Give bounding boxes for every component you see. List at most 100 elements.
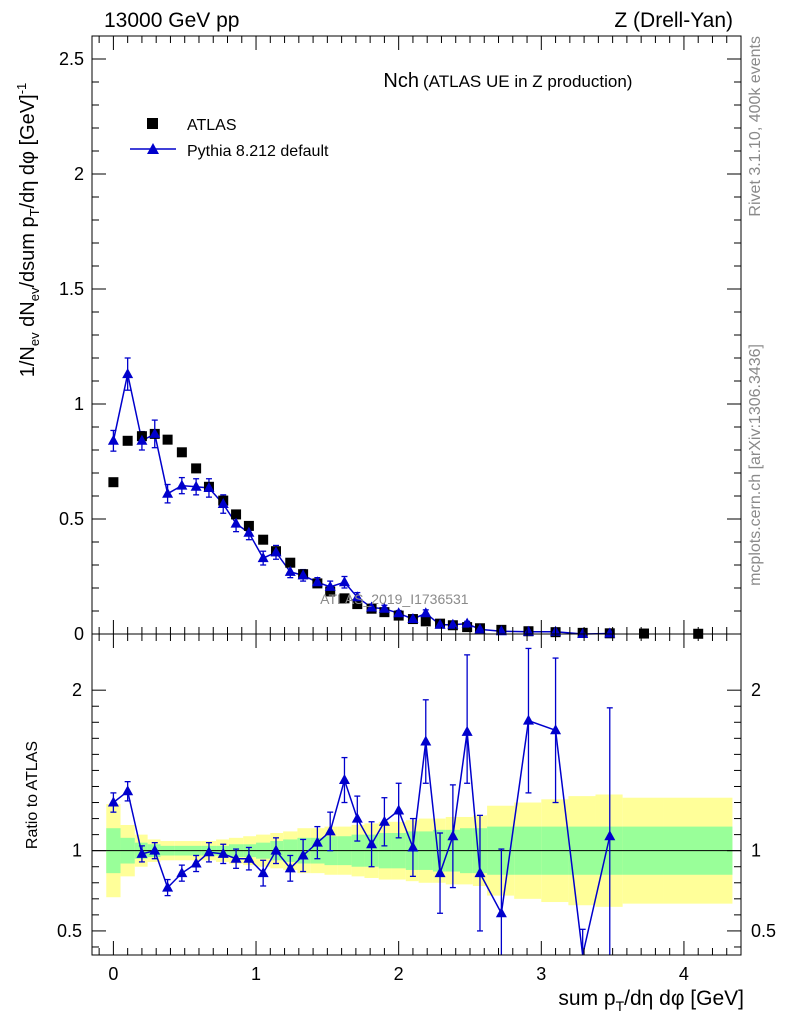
ratio-point: [217, 847, 229, 858]
x-tick-label: 4: [679, 964, 689, 984]
atlas-point: [122, 435, 133, 446]
ratio-point: [284, 862, 296, 873]
atlas-point: [352, 599, 363, 610]
analysis-watermark: ATLAS_2019_I1736531: [320, 591, 469, 607]
main-axis-ticks: 0 0.5 1 1.5 2 2.5: [59, 36, 741, 644]
ratio-point: [366, 838, 378, 849]
pythia-point: [107, 434, 119, 445]
ratio-point: [107, 796, 119, 807]
legend-atlas-marker: [147, 118, 158, 129]
ratio-point: [122, 785, 134, 796]
ratio-y-tick-label: 2: [72, 680, 82, 700]
ratio-point: [311, 836, 323, 847]
pythia-point: [243, 526, 255, 537]
pythia-point: [420, 607, 432, 618]
x-axis-label: sum pT/dη dφ [GeV]: [558, 987, 744, 1014]
header-right: Z (Drell-Yan): [614, 9, 733, 32]
main-y-tick-label: 2.5: [59, 49, 84, 69]
ratio-point: [338, 774, 350, 785]
pythia-point: [393, 607, 405, 618]
pythia-point: [338, 576, 350, 587]
pythia-point: [366, 601, 378, 612]
ratio-y-tick-label-right: 1: [751, 841, 761, 861]
ratio-point: [495, 907, 507, 918]
ratio-axis-ticks: 0.5 0.5 1 1 2 2 0 1 2 3 4: [57, 634, 776, 984]
pythia-point: [407, 613, 419, 624]
pythia-point: [257, 552, 269, 563]
ratio-point: [257, 867, 269, 878]
atlas-point: [243, 520, 254, 531]
main-y-tick-label: 0: [74, 624, 84, 644]
ratio-point: [297, 849, 309, 860]
mcplots-label: mcplots.cern.ch [arXiv:1306.3436]: [747, 344, 764, 586]
legend: ATLAS Pythia 8.212 default: [130, 117, 329, 160]
main-y-tick-label: 1: [74, 394, 84, 414]
ratio-point: [550, 724, 562, 735]
ratio-point: [393, 804, 405, 815]
pythia-point: [577, 628, 589, 638]
ratio-point: [474, 867, 486, 878]
atlas-point: [285, 557, 296, 568]
ratio-y-tick-label-right: 0.5: [751, 921, 776, 941]
atlas-point: [231, 509, 242, 520]
ratio-y-axis-label: Ratio to ATLAS: [24, 741, 41, 849]
pythia-point: [176, 479, 188, 490]
atlas-point: [176, 447, 187, 458]
legend-pythia-label: Pythia 8.212 default: [187, 143, 329, 160]
rivet-label: Rivet 3.1.10, 400k events: [747, 36, 764, 217]
pythia-point: [149, 427, 161, 438]
pythia-point: [351, 591, 363, 602]
ratio-point: [407, 841, 419, 852]
ratio-point: [162, 881, 174, 892]
pythia-point: [270, 546, 282, 557]
ratio-series-layer: [107, 647, 616, 956]
pythia-point: [461, 617, 473, 628]
atlas-point: [258, 534, 269, 545]
ratio-plot-frame: [91, 633, 742, 956]
plot-title: Nch: [383, 70, 419, 92]
pythia-point: [434, 618, 446, 629]
pythia-point: [474, 623, 486, 634]
pythia-point: [230, 517, 242, 528]
main-y-tick-label: 0.5: [59, 509, 84, 529]
pythia-point: [162, 487, 174, 498]
ratio-point: [604, 830, 616, 841]
pythia-point: [136, 434, 148, 445]
ratio-point: [434, 867, 446, 878]
ratio-point: [136, 847, 148, 858]
ratio-point: [447, 830, 459, 841]
ratio-point: [243, 852, 255, 863]
x-tick-label: 1: [251, 964, 261, 984]
atlas-point: [162, 434, 173, 445]
main-y-tick-label: 1.5: [59, 279, 84, 299]
atlas-point: [108, 477, 119, 488]
pythia-point: [311, 576, 323, 587]
ratio-y-tick-label-right: 2: [751, 680, 761, 700]
ratio-point: [203, 846, 215, 857]
x-tick-label: 0: [108, 964, 118, 984]
atlas-point: [420, 616, 431, 627]
main-y-tick-label: 2: [74, 164, 84, 184]
legend-atlas-label: ATLAS: [187, 117, 237, 134]
ratio-point: [190, 857, 202, 868]
pythia-point: [447, 618, 459, 629]
pythia-point: [324, 580, 336, 591]
pythia-point: [122, 368, 134, 379]
ratio-point: [149, 844, 161, 855]
ratio-point: [420, 735, 432, 746]
ratio-point: [176, 867, 188, 878]
pythia-point: [284, 565, 296, 576]
pythia-point: [378, 602, 390, 613]
ratio-y-tick-label: 0.5: [57, 921, 82, 941]
pythia-point: [217, 498, 229, 509]
legend-pythia-marker: [147, 143, 159, 154]
pythia-point: [522, 625, 534, 636]
header-left: 13000 GeV pp: [104, 9, 239, 32]
ratio-point: [378, 815, 390, 826]
ratio-point: [522, 714, 534, 725]
x-tick-label: 3: [536, 964, 546, 984]
x-tick-label: 2: [394, 964, 404, 984]
ratio-point: [324, 825, 336, 836]
atlas-point: [191, 463, 202, 474]
